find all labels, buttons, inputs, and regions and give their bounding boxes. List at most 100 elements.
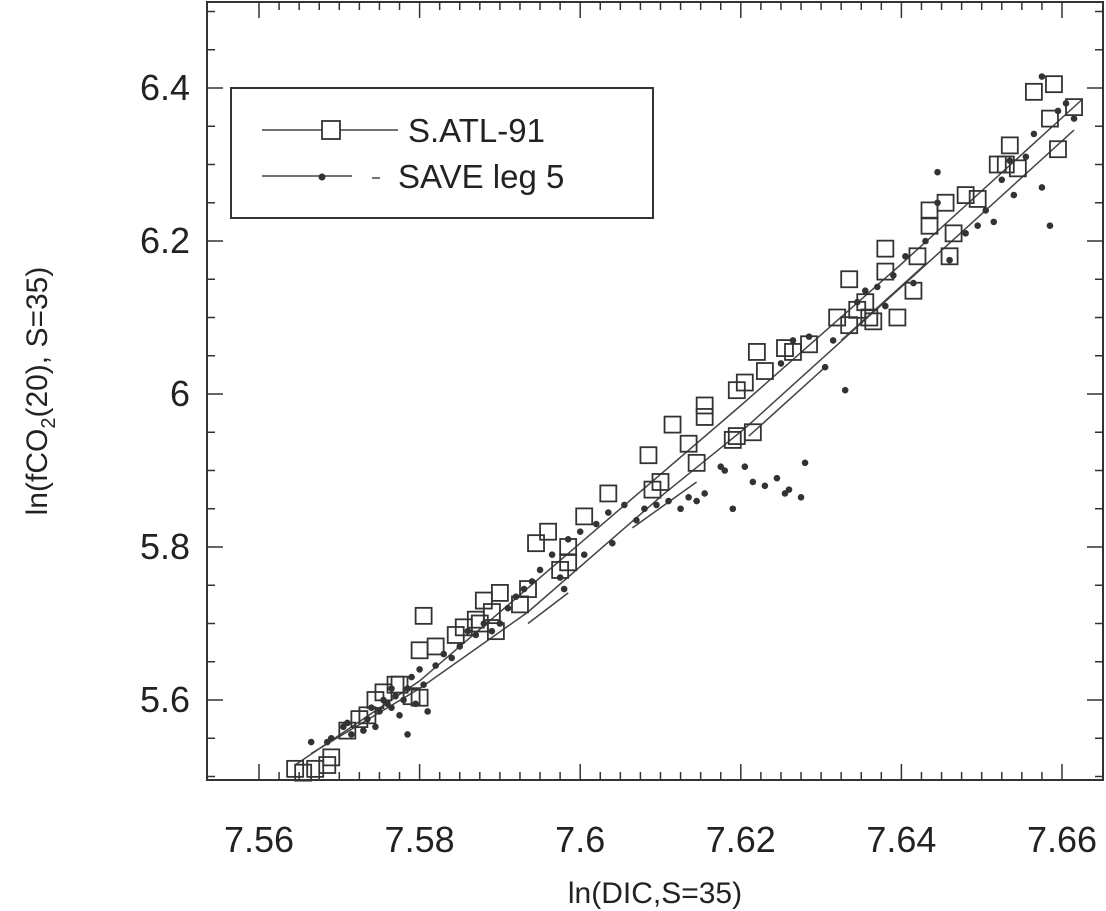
point-save-leg-5 (560, 585, 568, 593)
point-satl-91 (996, 155, 1015, 174)
point-satl-91 (743, 423, 762, 442)
point-save-leg-5 (621, 501, 628, 509)
point-save-leg-5 (853, 298, 861, 306)
point-save-leg-5 (1022, 153, 1030, 161)
point-save-leg-5 (982, 207, 990, 214)
point-satl-91 (410, 688, 429, 707)
point-satl-91 (639, 446, 658, 465)
point-satl-91 (1065, 98, 1083, 117)
point-save-leg-5 (388, 704, 395, 711)
point-save-leg-5 (564, 536, 572, 543)
point-save-leg-5 (368, 704, 375, 711)
point-save-leg-5 (360, 727, 367, 734)
point-save-leg-5 (400, 696, 407, 704)
point-save-leg-5 (665, 497, 672, 505)
point-save-leg-5 (388, 685, 395, 692)
y-axis-label-rest: (20), S=35) (21, 267, 54, 418)
point-satl-91 (1049, 140, 1067, 159)
legend-box (230, 87, 654, 219)
y-tick-labels: 5.6 5.8 6 6.2 6.4 (140, 67, 190, 720)
point-satl-91 (663, 415, 682, 434)
point-satl-91 (864, 312, 883, 331)
point-save-leg-5 (536, 566, 544, 574)
point-satl-91 (322, 748, 341, 767)
point-save-leg-5 (934, 168, 941, 176)
point-satl-91 (679, 434, 698, 453)
x-tick-label: 7.6 (555, 819, 605, 860)
point-save-leg-5 (376, 708, 383, 715)
point-save-leg-5 (841, 386, 849, 394)
x-tick-label: 7.66 (1027, 819, 1097, 860)
point-save-leg-5 (548, 551, 556, 558)
point-satl-91 (735, 373, 754, 392)
point-satl-91 (840, 270, 859, 289)
point-satl-91 (486, 622, 505, 641)
point-save-leg-5 (729, 505, 737, 513)
point-save-leg-5 (348, 731, 355, 738)
point-save-leg-5 (364, 715, 371, 723)
point-save-leg-5 (392, 692, 399, 700)
point-save-leg-5 (990, 218, 998, 226)
point-satl-91 (876, 239, 895, 258)
point-save-leg-5 (946, 256, 953, 264)
point-save-leg-5 (821, 363, 829, 371)
point-save-leg-5 (701, 490, 708, 497)
x-tick-label: 7.58 (385, 819, 455, 860)
y-tick-label: 6.4 (140, 67, 190, 108)
point-satl-91 (755, 362, 774, 380)
point-save-leg-5 (861, 287, 869, 295)
point-satl-91 (1024, 82, 1043, 101)
point-save-leg-5 (412, 700, 419, 708)
point-save-leg-5 (721, 467, 729, 474)
point-save-leg-5 (440, 650, 447, 658)
fit-line (527, 592, 569, 625)
plot-frame (206, 1, 1104, 781)
point-satl-91 (306, 759, 325, 778)
point-satl-91 (687, 453, 706, 472)
point-save-leg-5 (432, 662, 439, 669)
point-save-leg-5 (408, 673, 415, 681)
data-points (286, 73, 1083, 782)
point-save-leg-5 (512, 593, 520, 601)
point-save-leg-5 (934, 199, 941, 207)
y-tick-label: 6.2 (140, 220, 190, 261)
point-satl-91 (1000, 136, 1019, 155)
point-satl-91 (575, 507, 594, 526)
point-save-leg-5 (592, 520, 600, 528)
point-satl-91 (888, 308, 907, 327)
point-save-leg-5 (797, 493, 805, 501)
point-save-leg-5 (741, 463, 749, 470)
point-save-leg-5 (653, 501, 660, 509)
point-satl-91 (908, 247, 927, 266)
point-satl-91 (539, 522, 557, 541)
point-satl-91 (426, 637, 445, 656)
point-save-leg-5 (480, 620, 488, 627)
point-save-leg-5 (1006, 157, 1014, 164)
point-save-leg-5 (404, 731, 411, 738)
x-tick-label: 7.64 (866, 819, 936, 860)
point-satl-91 (1008, 159, 1027, 178)
point-save-leg-5 (404, 685, 411, 692)
fit-line (631, 481, 698, 529)
y-tick-label: 5.8 (140, 526, 190, 567)
point-save-leg-5 (998, 176, 1006, 184)
legend: S.ATL-91 SAVE leg 5 (230, 87, 654, 219)
point-satl-91 (599, 484, 618, 503)
point-save-leg-5 (420, 681, 427, 688)
point-save-leg-5 (1038, 73, 1046, 80)
point-satl-91 (519, 580, 537, 598)
point-save-leg-5 (1062, 100, 1070, 107)
point-save-leg-5 (556, 574, 564, 581)
point-save-leg-5 (1070, 115, 1078, 122)
x-tick-label: 7.62 (706, 819, 776, 860)
point-satl-91 (940, 247, 959, 266)
point-save-leg-5 (344, 719, 351, 727)
point-save-leg-5 (448, 654, 456, 662)
point-satl-91 (527, 534, 545, 553)
point-satl-91 (860, 308, 879, 327)
point-satl-91 (968, 190, 987, 208)
point-satl-91 (695, 408, 714, 426)
point-satl-91 (876, 262, 895, 281)
x-tick-labels: 7.56 7.58 7.6 7.62 7.64 7.66 (224, 819, 1097, 860)
